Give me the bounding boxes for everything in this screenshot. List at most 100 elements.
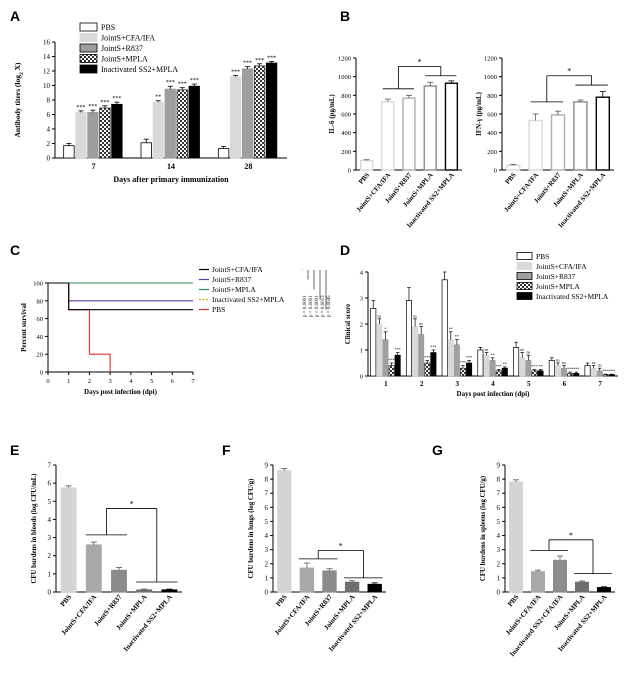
panel-d-bar: [584, 365, 591, 377]
panel-c-legend-label: JointS+MPLA: [212, 285, 256, 294]
panel-b-ifng-y-label: IFN-γ (pg/mL): [475, 91, 483, 136]
panel-e-y-tick-label: 6: [48, 480, 52, 488]
panel-b-il6-y-label: IL-6 (pg/mL): [328, 94, 336, 134]
panel-a-y-tick-label: 14: [43, 53, 51, 61]
panel-f-y-tick-label: 2: [265, 560, 269, 568]
panel-g-y-tick-label: 7: [497, 490, 501, 498]
panel-c-survival-line: [48, 282, 111, 372]
panel-d-bar: [495, 370, 502, 377]
panel-d-significance: ***: [609, 369, 615, 374]
panel-a-legend-label: JointS+CFA/IFA: [101, 34, 155, 43]
panel-f-bar: [344, 581, 360, 593]
panel-a-legend-swatch: [79, 33, 98, 42]
panel-c-y-label: Percent survival: [20, 303, 28, 352]
panel-a-significance: ***: [166, 80, 175, 86]
panel-g-bar: [575, 581, 590, 593]
panel-d-bar: [596, 370, 603, 377]
panel-a-significance: ***: [178, 82, 187, 88]
panel-e-y-tick-label: 2: [48, 552, 52, 560]
panel-e-bar: [136, 589, 153, 593]
panel-f: 0123456789PBSJointS+CFA/IFAJointS+R837Jo…: [248, 462, 386, 653]
panel-b-il6-bar: [423, 85, 437, 171]
panel-a-bar: [140, 142, 152, 159]
panel-d-legend-label: PBS: [536, 252, 549, 261]
panel-b-il6-y-tick-label: 800: [341, 93, 351, 100]
panel-d-significance: ***: [496, 364, 502, 369]
panel-d-x-tick-label: 3: [456, 380, 460, 388]
panel-d-y-label: Clinical score: [344, 304, 352, 345]
panel-g-y-tick-label: 3: [497, 546, 501, 554]
panel-e-y-label: CFU burdens in bloods (log CFU/mL): [31, 473, 38, 583]
panel-a-bar: [253, 65, 266, 159]
panel-d-legend-swatch: [516, 272, 533, 280]
panel-b-il6-y-tick-label: 1200: [338, 56, 351, 63]
panel-c-y-tick-label: 80: [37, 298, 44, 305]
panel-f-bar: [367, 583, 382, 593]
panel-a-bar: [164, 88, 176, 159]
panel-c-legend-label: PBS: [212, 305, 225, 314]
panel-a-legend-swatch: [79, 54, 98, 63]
panel-f-bar: [299, 567, 315, 593]
panel-d-significance: **: [503, 361, 507, 366]
panel-f-y-tick-label: 7: [265, 490, 269, 498]
panel-a-legend-swatch: [79, 43, 98, 53]
panel-a-legend-swatch: [79, 64, 98, 74]
panel-b-ifng-y-tick-label: 0: [494, 168, 497, 175]
panel-f-y-tick-label: 8: [265, 476, 269, 484]
panel-a-bar: [176, 89, 188, 159]
panel-d-bar: [567, 373, 574, 377]
panel-d-bar: [388, 365, 395, 377]
panel-e-bar: [111, 569, 127, 593]
panel-d-significance: ***: [424, 355, 430, 360]
panel-b-il6-bar: [402, 97, 416, 171]
panel-d-bar: [376, 323, 383, 377]
panel-c-x-tick-label: 3: [109, 378, 112, 385]
panel-label-d: D: [340, 242, 350, 258]
panel-g-y-tick-label: 1: [497, 574, 501, 582]
panel-d-bar: [447, 339, 454, 377]
panel-d-y-tick-label: 3: [360, 296, 363, 303]
panel-e-bar: [85, 544, 102, 593]
panel-a-y-tick-label: 12: [43, 68, 51, 76]
panel-d-bar: [405, 300, 412, 377]
panel-label-f: F: [222, 442, 231, 458]
panel-d-bar: [531, 370, 538, 377]
panel-b-ifng: 020040060080010001200PBSJointS+CFA/IFAJo…: [475, 56, 614, 229]
panel-a-significance: ***: [267, 56, 276, 62]
panel-a-significance: ***: [88, 104, 97, 110]
panel-d-x-tick-label: 1: [384, 380, 388, 388]
panel-e-x-tick-label: PBS: [59, 593, 73, 608]
panel-d-significance: ***: [460, 360, 466, 365]
panel-e-y-tick-label: 5: [48, 498, 52, 506]
panel-label-c: C: [10, 242, 20, 258]
panel-g-y-tick-label: 0: [497, 589, 501, 597]
panel-d-bar: [453, 344, 460, 377]
panel-c-legend-label: JointS+CFA/IFA: [212, 265, 263, 274]
panel-d-significance: ns: [598, 363, 602, 368]
panel-d-bar: [412, 326, 419, 377]
panel-d-bar: [424, 362, 431, 377]
panel-a-legend-label: JointS+R837: [101, 44, 143, 53]
panel-d-legend-swatch: [516, 292, 533, 300]
panel-a-x-label: Days after primary immunization: [113, 175, 229, 184]
panel-f-y-label: CFU burdens in lungs (log CFU/g): [248, 479, 255, 579]
panel-d-significance: ns: [562, 360, 566, 365]
panel-d-bar: [370, 308, 377, 377]
panel-a-y-label-sub: 2: [19, 72, 25, 75]
panel-a-y-label-end: X): [13, 62, 22, 72]
panel-d-bar: [525, 360, 532, 377]
panel-d-legend-swatch: [516, 282, 533, 290]
panel-a-legend-swatch: [79, 22, 98, 32]
panel-d-y-tick-label: 4: [360, 270, 364, 277]
panel-e-y-tick-label: 0: [48, 589, 52, 597]
panel-f-y-tick-label: 4: [265, 532, 269, 540]
panel-d-significance: ***: [531, 364, 537, 369]
panel-e-y-tick-label: 1: [48, 570, 52, 578]
panel-d-bar: [513, 347, 520, 377]
panel-a-bar: [152, 101, 164, 159]
panel-d-bar: [477, 349, 484, 377]
panel-f-bar: [322, 570, 337, 593]
panel-d-significance: ns: [377, 313, 381, 318]
panel-g-bar: [531, 571, 546, 593]
